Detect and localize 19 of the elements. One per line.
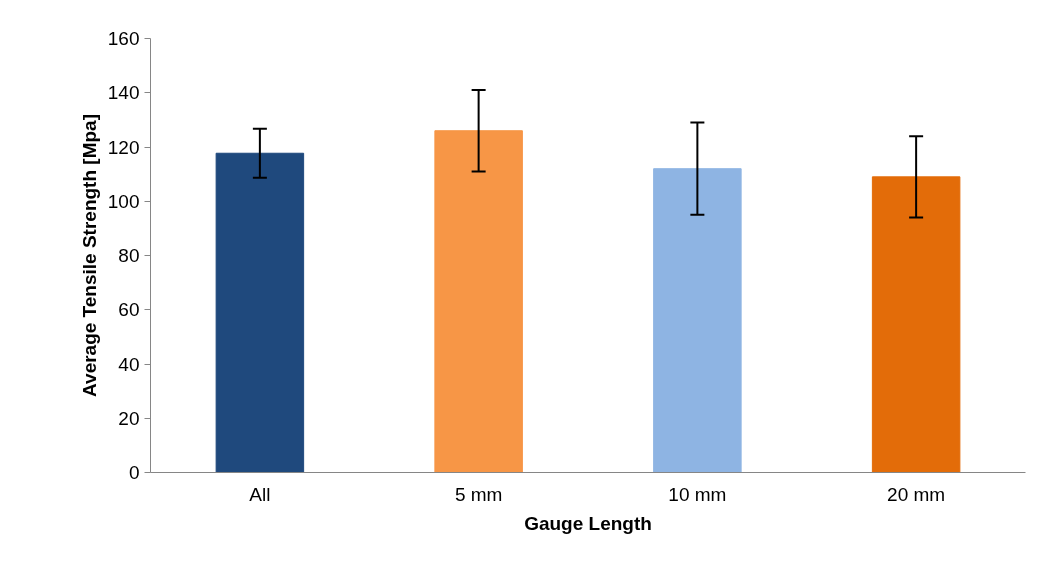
y-tick-label: 100 (107, 190, 140, 212)
x-axis-title: Gauge Length (524, 512, 652, 534)
bar (653, 168, 742, 473)
x-tick-label: 5 mm (454, 483, 503, 505)
y-axis-title: Average Tensile Strength [Mpa] (78, 114, 100, 397)
bar (215, 152, 305, 473)
y-tick-label: 120 (107, 136, 140, 158)
x-tick-label: 20 mm (887, 483, 946, 505)
y-tick-label: 20 (118, 407, 140, 429)
y-tick-label: 160 (107, 28, 140, 49)
y-tick-label: 40 (118, 353, 140, 375)
bar (871, 176, 961, 473)
bar (434, 130, 523, 473)
y-tick-label: 80 (118, 245, 140, 266)
y-tick-label: 0 (128, 462, 140, 483)
y-tick-label: 60 (118, 299, 140, 321)
y-tick-label: 140 (107, 82, 140, 104)
x-tick-label: All (249, 483, 271, 505)
x-tick-label: 10 mm (668, 483, 727, 505)
